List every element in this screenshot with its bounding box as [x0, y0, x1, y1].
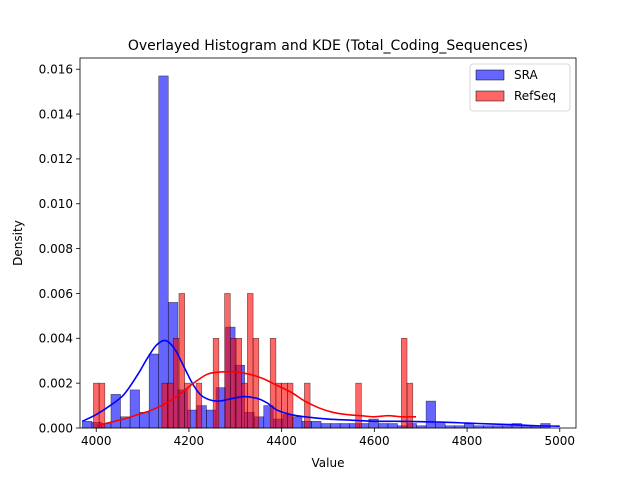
- sra-histogram-bar: [158, 75, 169, 429]
- plot-area-frame: [79, 57, 577, 429]
- legend-swatch-refseq: [475, 90, 505, 102]
- x-axis-label: Value: [312, 456, 345, 470]
- y-tick-label: 0.002: [39, 376, 73, 390]
- sra-histogram-bar: [320, 423, 331, 429]
- refseq-histogram-bar: [212, 337, 220, 429]
- legend: SRA RefSeq: [469, 63, 571, 112]
- y-tick-label: 0.012: [39, 152, 73, 166]
- legend-label-sra: SRA: [514, 68, 538, 82]
- chart-title: Overlayed Histogram and KDE (Total_Codin…: [128, 38, 528, 54]
- sra-histogram-bar: [463, 423, 475, 429]
- sra-histogram-bar: [292, 416, 303, 429]
- y-tick-label: 0.014: [39, 107, 73, 121]
- x-tick-label: 4600: [359, 434, 390, 448]
- sra-histogram-bar: [435, 423, 446, 429]
- y-tick-label: 0.000: [39, 421, 73, 435]
- refseq-histogram-bar: [401, 337, 408, 429]
- sra-kde-line: [81, 339, 560, 428]
- sra-histogram-bar: [82, 420, 93, 429]
- y-tick-label: 0.016: [39, 63, 73, 77]
- refseq-histogram-bar: [275, 382, 282, 429]
- sra-histogram-bar: [311, 420, 322, 429]
- sra-histogram-bar: [129, 389, 140, 429]
- y-tick-label: 0.008: [39, 242, 73, 256]
- sra-histogram-bar: [330, 423, 341, 429]
- y-tick-label: 0.004: [39, 332, 73, 346]
- x-tick-label: 4400: [266, 434, 297, 448]
- sra-histogram-bar: [148, 353, 160, 429]
- sra-histogram-bar: [339, 423, 350, 429]
- y-tick-label: 0.010: [39, 197, 73, 211]
- refseq-histogram-bar: [304, 382, 311, 429]
- refseq-histogram-bar: [229, 337, 237, 429]
- sra-histogram-bar: [378, 423, 389, 429]
- x-tick-label: 4800: [452, 434, 483, 448]
- x-axis: 4000 4200 4400 4600 4800 5000: [81, 428, 575, 448]
- sra-histogram-bar: [139, 411, 150, 429]
- refseq-histogram-bar: [93, 382, 100, 429]
- refseq-histogram-bar: [252, 337, 260, 429]
- refseq-kde-line: [96, 370, 417, 427]
- refseq-histogram-bar: [224, 293, 231, 429]
- legend-label-refseq: RefSeq: [514, 89, 556, 103]
- y-axis-label: Density: [11, 220, 25, 266]
- legend-swatch-sra: [475, 69, 505, 81]
- refseq-histogram-bar: [98, 382, 106, 429]
- y-axis: 0.000 0.002 0.004 0.006 0.008 0.010 0.012 0.014…: [39, 63, 80, 435]
- refseq-histogram-bar: [247, 293, 254, 429]
- x-tick-label: 4200: [174, 434, 205, 448]
- y-tick-label: 0.006: [39, 287, 73, 301]
- refseq-histogram-bar: [241, 382, 248, 429]
- x-tick-label: 4000: [81, 434, 112, 448]
- x-tick-label: 5000: [545, 434, 576, 448]
- sra-histogram-bar: [425, 400, 436, 429]
- sra-histogram-bar: [387, 423, 398, 429]
- refseq-histogram-bar: [235, 337, 242, 429]
- refseq-histogram-bar: [167, 382, 174, 429]
